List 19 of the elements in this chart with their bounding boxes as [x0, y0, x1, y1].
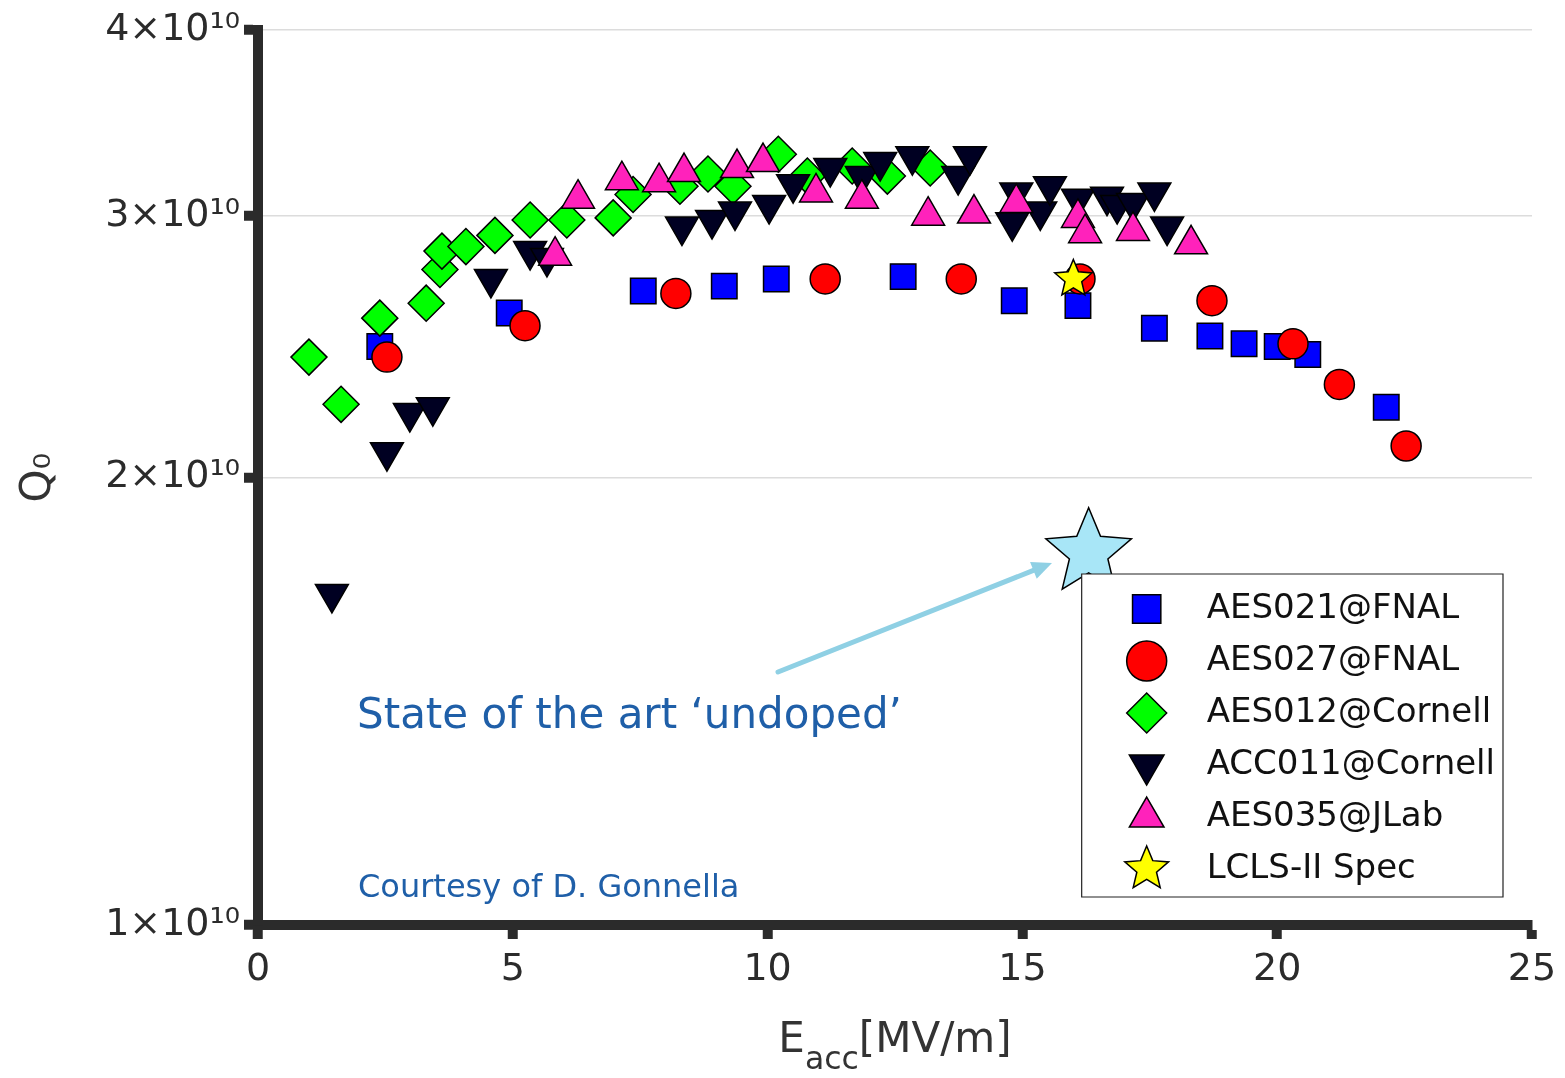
legend-label: ACC011@Cornell: [1206, 741, 1496, 782]
x-tick-label: 10: [743, 944, 792, 989]
y-tick-label: 1×10¹⁰: [105, 899, 240, 944]
legend-label: AES021@FNAL: [1206, 585, 1460, 626]
y-tick-label: 3×10¹⁰: [105, 190, 240, 235]
y-tick-label: 4×10¹⁰: [105, 4, 240, 49]
legend-label: AES012@Cornell: [1206, 689, 1492, 730]
x-tick-label: 20: [1253, 944, 1302, 989]
legend-label: LCLS-II Spec: [1206, 845, 1416, 886]
y-axis-title: Q₀: [11, 452, 60, 503]
y-tick-label: 2×10¹⁰: [105, 452, 240, 497]
x-tick-label: 15: [998, 944, 1047, 989]
legend-label: AES027@FNAL: [1206, 637, 1460, 678]
x-tick-label: 0: [245, 944, 271, 989]
annotation: Courtesy of D. Gonnella: [358, 867, 740, 905]
x-tick-label: 5: [500, 944, 525, 989]
annotation: State of the art ‘undoped’: [357, 689, 902, 738]
legend-label: AES035@JLab: [1206, 793, 1444, 834]
x-tick-label: 25: [1507, 944, 1557, 989]
